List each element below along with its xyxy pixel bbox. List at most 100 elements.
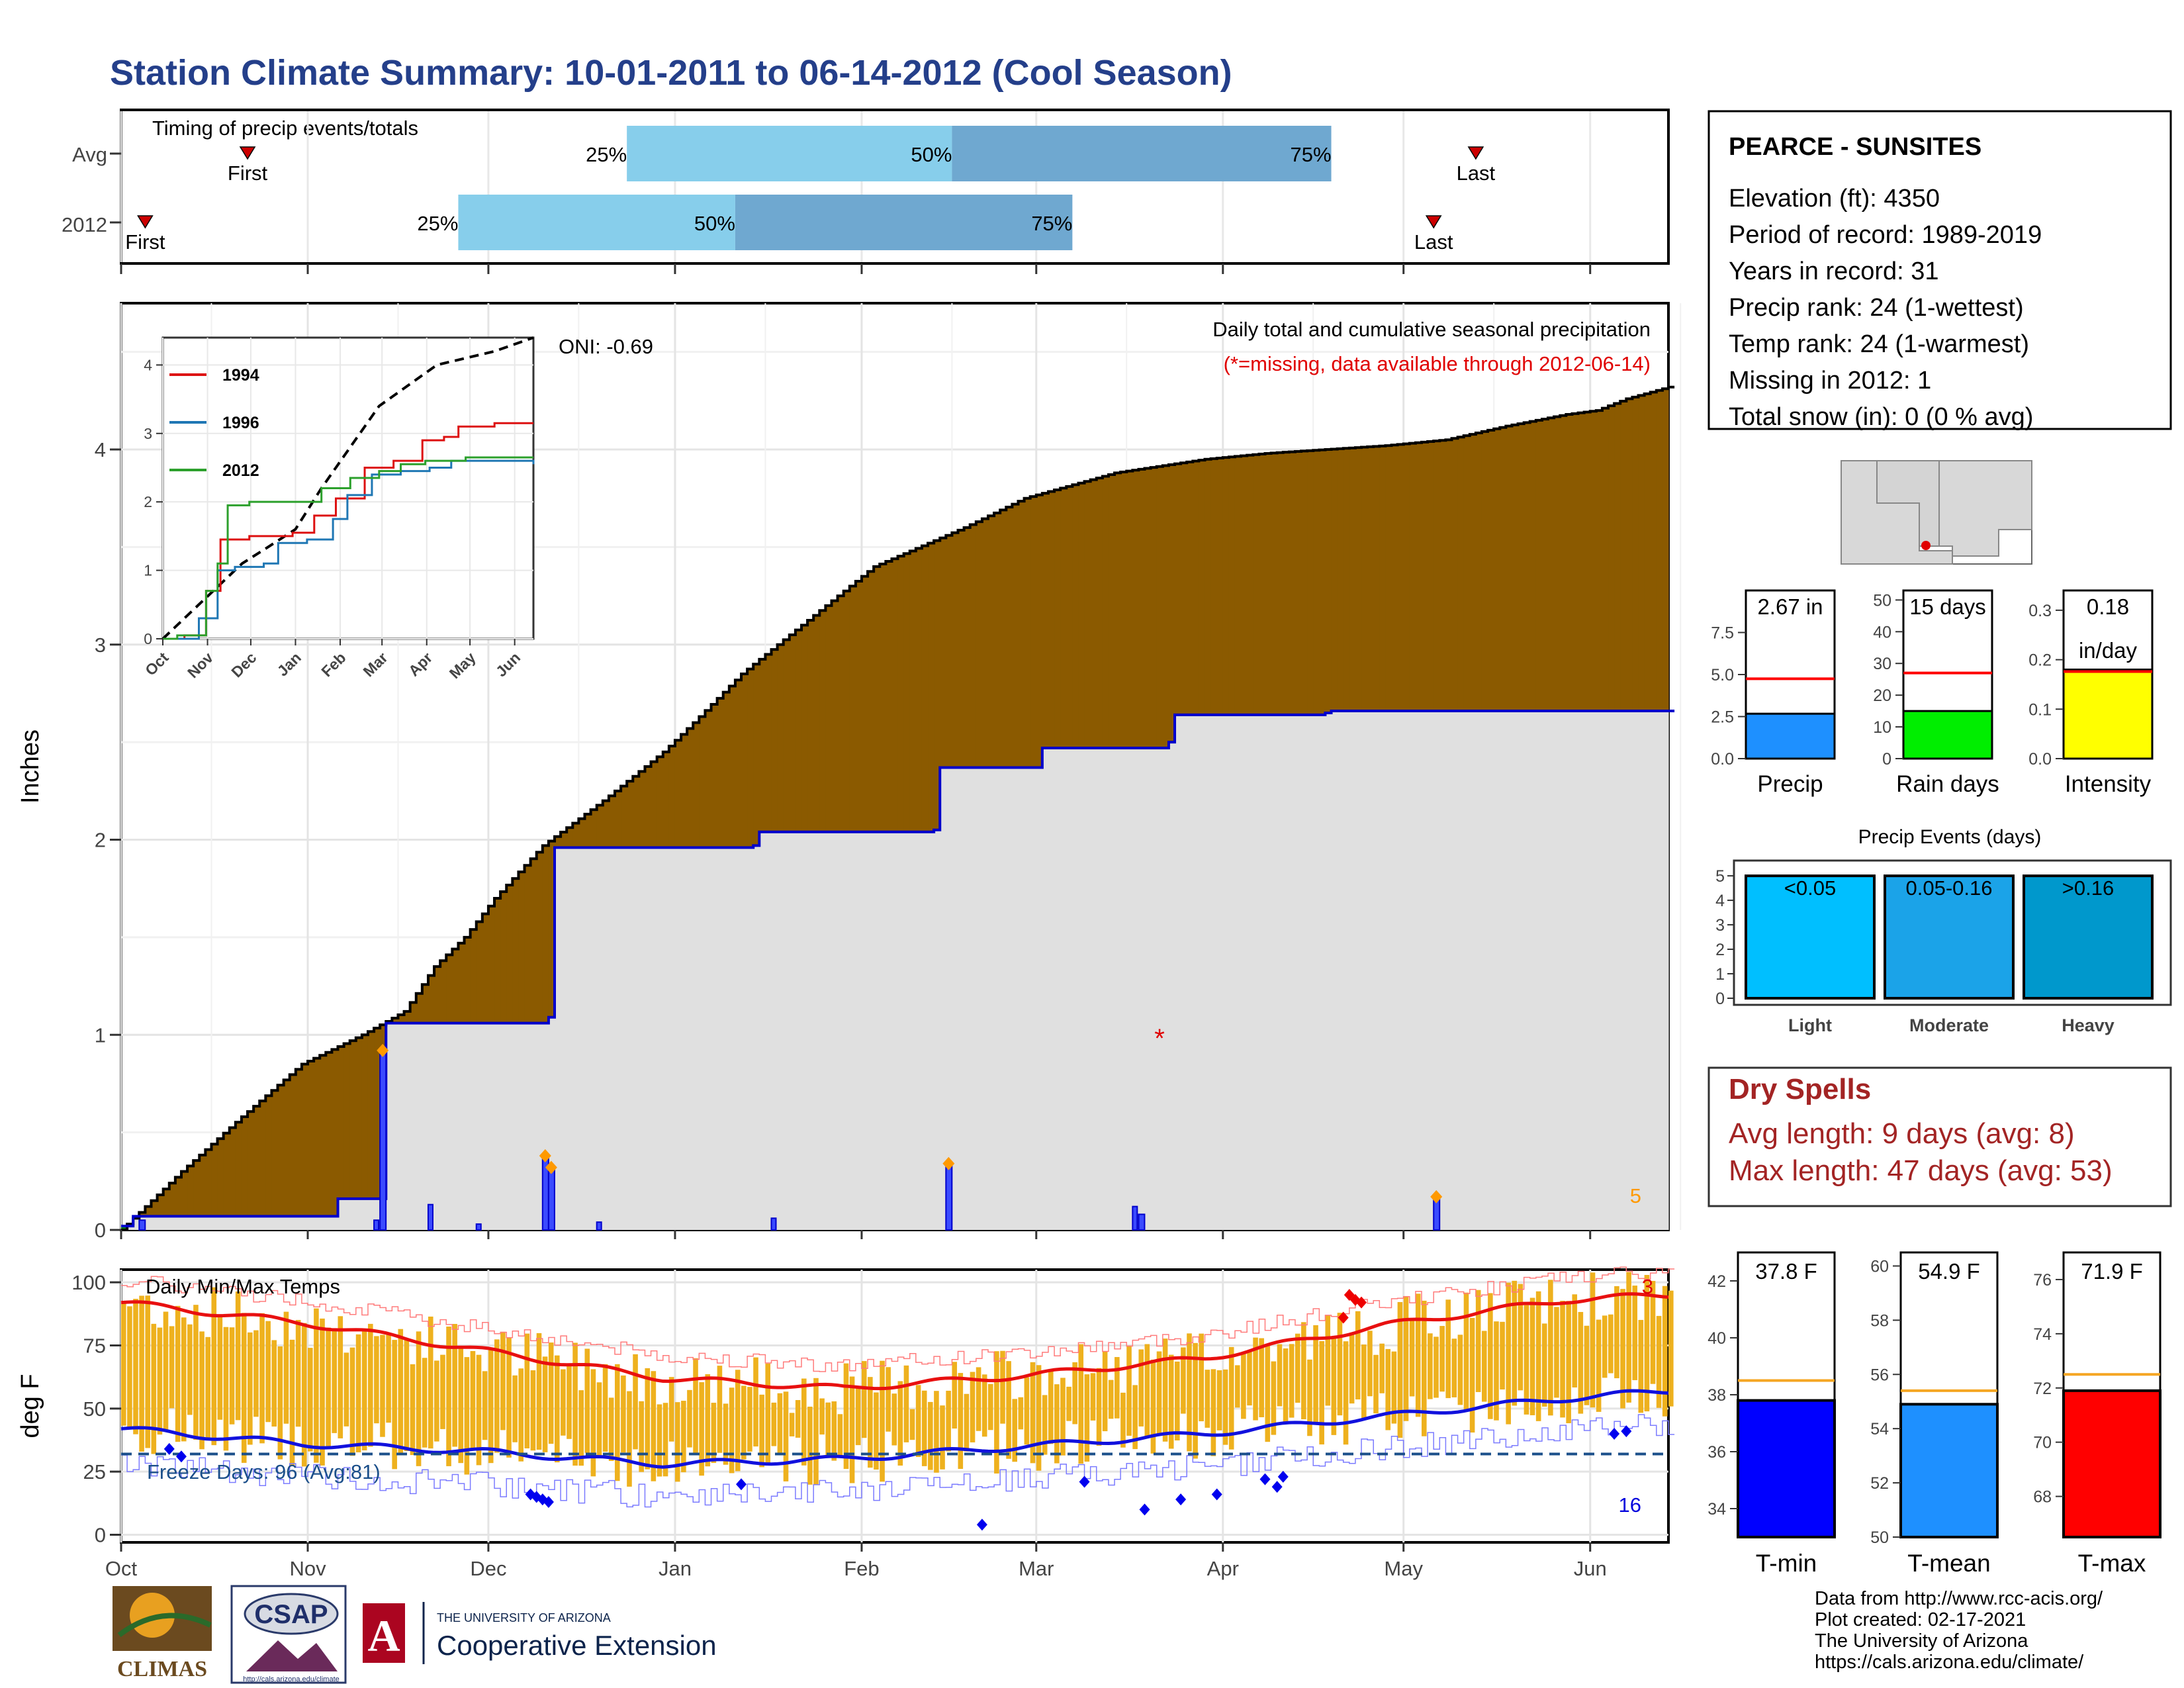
precip-surplus-area [193,1160,200,1217]
precip-base-area [1193,714,1200,1230]
precip-surplus-area [674,740,682,848]
daily-temp-bar [711,1403,717,1463]
precip-surplus-area [699,716,706,848]
precip-base-area [506,1023,513,1230]
precip-base-area [1066,748,1073,1230]
precip-base-area [163,1216,170,1230]
daily-temp-bar [621,1375,626,1453]
precip-event-bar [1745,874,1876,1000]
precip-surplus-area [1560,415,1567,711]
daily-temp-bar [831,1401,837,1461]
precip-surplus-area [1463,436,1471,711]
precip-surplus-area [1193,461,1200,715]
precip-base-area [205,1216,212,1230]
precip-base-area [536,1023,543,1230]
precip-base-area [295,1216,302,1230]
precip-base-area [452,1023,459,1230]
daily-temp-bar [1512,1280,1518,1406]
precip-surplus-area [1343,448,1350,711]
ua-logo: A THE UNIVERSITY OF ARIZONA Cooperative … [363,1602,717,1664]
temp-summary-ytick-label: 36 [1707,1443,1726,1462]
daily-temp-bar [1012,1399,1017,1462]
precip-base-area [349,1198,357,1230]
daily-temp-bar [127,1306,132,1429]
precip-ytick-label: 4 [95,438,106,461]
precip-surplus-area [1584,412,1591,711]
precip-base-area [1463,711,1471,1230]
precip-surplus-area [1216,458,1224,715]
temp-summary-fill [2062,1389,2161,1539]
precip-base-area [1343,711,1350,1230]
summary-bar-ytick-label: 0.0 [2028,750,2052,769]
daily-temp-bar [1632,1286,1638,1380]
daily-temp-bar [1349,1333,1355,1404]
record-low-marker-icon [1271,1481,1283,1493]
daily-temp-bar [903,1365,909,1442]
daily-temp-bar [1481,1331,1487,1402]
precip-surplus-area [458,943,465,1023]
daily-temp-bar [855,1387,861,1446]
daily-temp-bar [952,1362,958,1429]
month-label: Dec [470,1557,506,1580]
precip-base-area [1638,711,1645,1230]
precip-surplus-area [1295,451,1302,715]
daily-temp-bar [645,1368,651,1470]
precip-base-area [602,847,610,1230]
precip-base-area [355,1198,363,1230]
footer-credit-line: Data from http://www.rcc-acis.org/ [1815,1588,2103,1609]
precip-surplus-area [729,686,736,848]
precip-panel: Inches Daily total and cumulative season… [17,302,1682,1242]
precip-surplus-area [934,540,940,830]
daily-temp-bar [1090,1373,1096,1421]
record-low-marker-icon [163,1442,175,1455]
daily-temp-bar [1289,1344,1295,1418]
precip-base-area [759,831,766,1230]
precip-base-area [868,831,874,1230]
daily-temp-bar [1247,1351,1252,1406]
heavy-event-marker-icon [942,1156,955,1170]
daily-temp-bar [1662,1286,1668,1417]
precip-base-area [813,831,820,1230]
precip-base-area [1078,748,1085,1230]
daily-temp-bar [470,1350,476,1448]
locator-map [1841,460,2032,565]
daily-temp-bar [428,1316,433,1449]
precip-base-area [627,847,633,1230]
timing-bar-q50-q75 [735,195,1073,250]
daily-temp-bar [1042,1395,1048,1455]
precip-surplus-area [825,605,833,832]
precip-surplus-area [1042,493,1049,748]
daily-temp-bar [1620,1289,1625,1409]
precip-surplus-area [831,600,839,832]
daily-temp-bar [205,1336,210,1440]
daily-temp-bar [464,1357,470,1475]
precip-surplus-area [801,625,808,832]
precip-ylabel: Inches [17,729,44,804]
month-label: Feb [844,1557,879,1580]
temp-ylabel: deg F [17,1374,44,1438]
precip-surplus-area [1265,453,1272,715]
precip-surplus-area [488,906,495,1023]
timing-bar-q50-q75 [952,126,1332,181]
precip-surplus-area [777,644,784,832]
precip-base-area [1337,711,1344,1230]
precip-surplus-area [1428,441,1434,711]
daily-temp-bar [705,1374,711,1467]
precip-base-area [1277,714,1284,1230]
precip-base-area [1241,714,1248,1230]
inset-ytick-label: 2 [144,493,152,510]
daily-temp-bar [326,1327,331,1450]
precip-base-area [223,1216,230,1230]
precip-surplus-area [482,914,489,1023]
precip-surplus-area [1391,445,1398,711]
daily-temp-bar [488,1349,494,1464]
precip-surplus-area [1337,448,1344,711]
precip-surplus-area [181,1171,188,1217]
daily-temp-bar [801,1378,807,1466]
temp-summary-ytick-label: 72 [2033,1380,2052,1398]
month-label: Oct [105,1557,138,1580]
precip-base-area [308,1216,314,1230]
daily-temp-bar [567,1366,572,1439]
daily-temp-bar [783,1391,789,1481]
daily-temp-bar [314,1308,319,1463]
